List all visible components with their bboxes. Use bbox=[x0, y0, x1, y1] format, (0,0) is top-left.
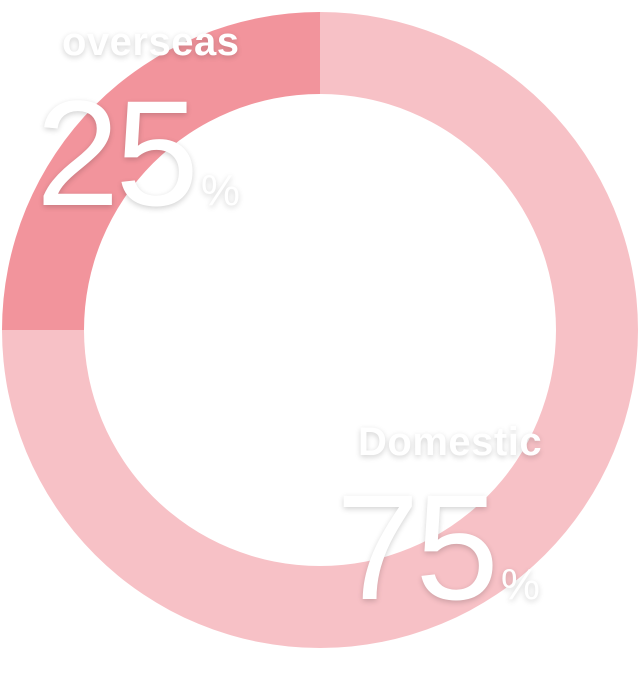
slice-value-unit-domestic: % bbox=[500, 560, 540, 609]
slice-value-domestic: 75% bbox=[336, 472, 540, 622]
slice-value-unit-overseas: % bbox=[200, 166, 240, 215]
slice-value-number-domestic: 75 bbox=[336, 463, 499, 631]
slice-label-domestic: Domestic bbox=[358, 420, 543, 464]
slice-value-overseas: 25% bbox=[36, 78, 240, 228]
slice-label-overseas: overseas bbox=[62, 20, 240, 64]
donut-slice-overseas bbox=[2, 12, 320, 330]
slice-value-number-overseas: 25 bbox=[36, 69, 199, 237]
